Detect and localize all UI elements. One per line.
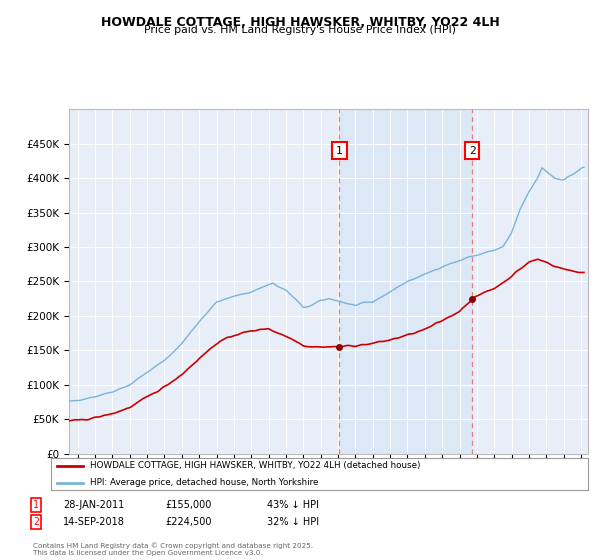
Text: 32% ↓ HPI: 32% ↓ HPI <box>267 517 319 527</box>
Text: 14-SEP-2018: 14-SEP-2018 <box>63 517 125 527</box>
Text: £224,500: £224,500 <box>165 517 212 527</box>
Text: Contains HM Land Registry data © Crown copyright and database right 2025.
This d: Contains HM Land Registry data © Crown c… <box>33 542 313 556</box>
Text: 2: 2 <box>469 146 475 156</box>
Text: 1: 1 <box>33 500 39 510</box>
Bar <box>340 109 472 454</box>
Text: 43% ↓ HPI: 43% ↓ HPI <box>267 500 319 510</box>
Text: HOWDALE COTTAGE, HIGH HAWSKER, WHITBY, YO22 4LH: HOWDALE COTTAGE, HIGH HAWSKER, WHITBY, Y… <box>101 16 499 29</box>
Text: HOWDALE COTTAGE, HIGH HAWSKER, WHITBY, YO22 4LH (detached house): HOWDALE COTTAGE, HIGH HAWSKER, WHITBY, Y… <box>89 461 420 470</box>
Text: 28-JAN-2011: 28-JAN-2011 <box>63 500 124 510</box>
Text: Price paid vs. HM Land Registry's House Price Index (HPI): Price paid vs. HM Land Registry's House … <box>144 25 456 35</box>
Text: 1: 1 <box>336 146 343 156</box>
Text: HPI: Average price, detached house, North Yorkshire: HPI: Average price, detached house, Nort… <box>89 478 318 487</box>
Text: 2: 2 <box>33 517 39 527</box>
Text: £155,000: £155,000 <box>165 500 211 510</box>
